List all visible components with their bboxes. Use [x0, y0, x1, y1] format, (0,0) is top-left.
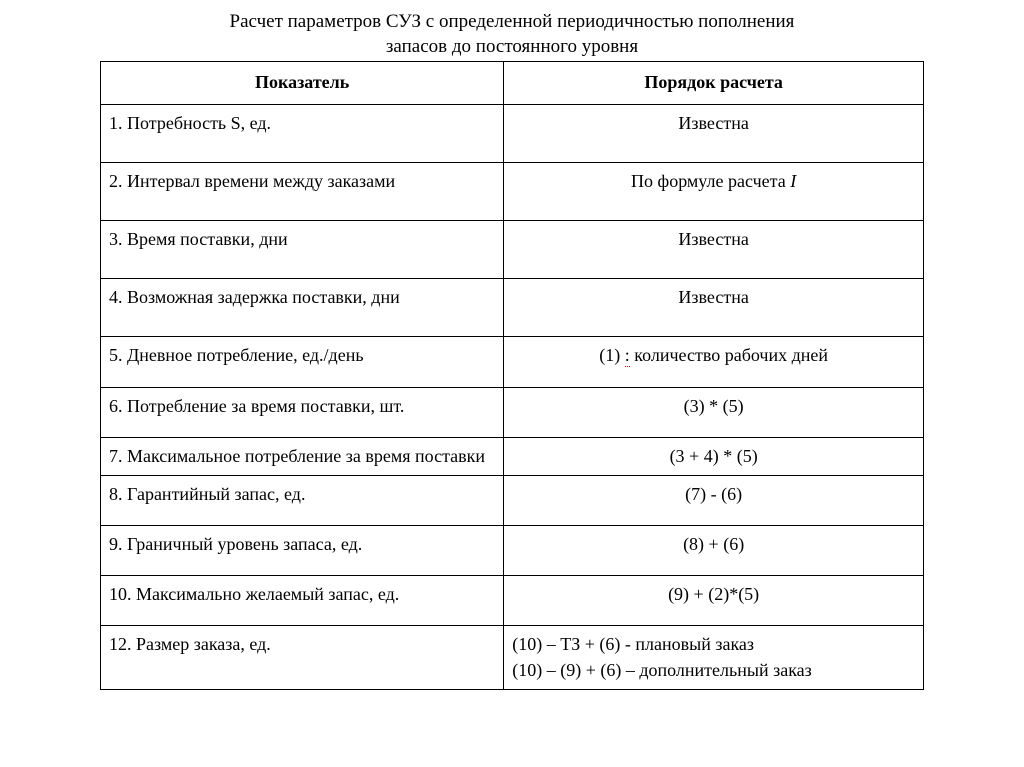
- row-calculation: Известна: [504, 104, 924, 162]
- row-calculation: (7) - (6): [504, 475, 924, 525]
- title-line-1: Расчет параметров СУЗ с определенной пер…: [230, 11, 795, 32]
- table-header-row: Показатель Порядок расчета: [101, 62, 924, 104]
- row-indicator: 6. Потребление за время поставки, шт.: [101, 387, 504, 437]
- table-row: 10. Максимально желаемый запас, ед. (9) …: [101, 576, 924, 626]
- title-line-2: запасов до постоянного уровня: [386, 36, 638, 57]
- row-indicator: 4. Возможная задержка поставки, дни: [101, 279, 504, 337]
- row-indicator: 12. Размер заказа, ед.: [101, 626, 504, 689]
- table-row: 12. Размер заказа, ед. (10) – ТЗ + (6) -…: [101, 626, 924, 689]
- table-row: 6. Потребление за время поставки, шт. (3…: [101, 387, 924, 437]
- row-indicator: 7. Максимальное потребление за время пос…: [101, 437, 504, 475]
- row-indicator: 2. Интервал времени между заказами: [101, 162, 504, 220]
- row-indicator: 9. Граничный уровень запаса, ед.: [101, 526, 504, 576]
- row-calculation: Известна: [504, 279, 924, 337]
- table-row: 5. Дневное потребление, ед./день (1) : к…: [101, 337, 924, 387]
- table-row: 3. Время поставки, дни Известна: [101, 220, 924, 278]
- row-calculation: По формуле расчета I: [504, 162, 924, 220]
- table-row: 8. Гарантийный запас, ед. (7) - (6): [101, 475, 924, 525]
- table-row: 4. Возможная задержка поставки, дни Изве…: [101, 279, 924, 337]
- row-indicator: 8. Гарантийный запас, ед.: [101, 475, 504, 525]
- row-calculation: Известна: [504, 220, 924, 278]
- parameters-table: Показатель Порядок расчета 1. Потребност…: [100, 61, 924, 689]
- document-title: Расчет параметров СУЗ с определенной пер…: [100, 10, 924, 59]
- row-calculation: (8) + (6): [504, 526, 924, 576]
- row-indicator: 3. Время поставки, дни: [101, 220, 504, 278]
- row-calculation: (9) + (2)*(5): [504, 576, 924, 626]
- row-calculation: (3 + 4) * (5): [504, 437, 924, 475]
- header-indicator: Показатель: [101, 62, 504, 104]
- row-indicator: 10. Максимально желаемый запас, ед.: [101, 576, 504, 626]
- row-indicator: 5. Дневное потребление, ед./день: [101, 337, 504, 387]
- row-indicator: 1. Потребность S, ед.: [101, 104, 504, 162]
- table-row: 9. Граничный уровень запаса, ед. (8) + (…: [101, 526, 924, 576]
- header-calculation: Порядок расчета: [504, 62, 924, 104]
- row-calculation: (1) : количество рабочих дней: [504, 337, 924, 387]
- table-row: 2. Интервал времени между заказами По фо…: [101, 162, 924, 220]
- row-calculation: (10) – ТЗ + (6) - плановый заказ (10) – …: [504, 626, 924, 689]
- table-row: 7. Максимальное потребление за время пос…: [101, 437, 924, 475]
- table-row: 1. Потребность S, ед. Известна: [101, 104, 924, 162]
- row-calculation: (3) * (5): [504, 387, 924, 437]
